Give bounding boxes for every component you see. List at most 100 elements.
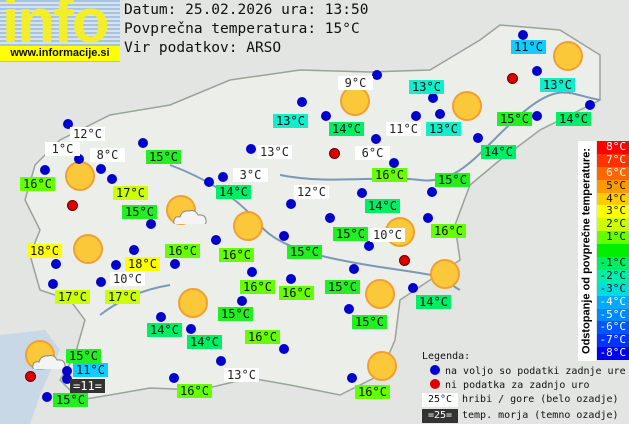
mountain-temperature-label: 10°C [370,228,405,242]
station-marker[interactable] [423,213,433,223]
station-marker[interactable] [40,165,50,175]
station-marker[interactable] [204,177,214,187]
station-marker[interactable] [62,366,72,376]
station-marker[interactable] [364,241,374,251]
legend-available: na voljo so podatki zadnje ure [445,366,626,377]
station-marker[interactable] [129,245,139,255]
scale-title: Odstopanje od povprečne temperature: [580,148,593,354]
station-marker[interactable] [96,277,106,287]
station-marker[interactable] [349,264,359,274]
station-missing-marker[interactable] [399,255,410,266]
station-marker[interactable] [237,296,247,306]
temperature-deviation-scale: 8°C 7°C 6°C 5°C 4°C 3°C 2°C 1°C -1°C -2°C -3°C -4°C… [597,140,629,361]
station-marker[interactable] [427,187,437,197]
scale-title-box: Odstopanje od povprečne temperature: [578,141,596,361]
station-marker[interactable] [246,144,256,154]
data-source-line: Vir podatkov: ARSO [124,40,282,56]
station-marker[interactable] [518,30,528,40]
temperature-label: 14°C [481,145,516,159]
station-marker[interactable] [63,119,73,129]
sunny-icon [73,234,103,264]
station-marker[interactable] [357,188,367,198]
station-marker[interactable] [247,267,257,277]
scale-row: -1°C [597,256,629,270]
sunny-icon [340,86,370,116]
station-marker[interactable] [532,66,542,76]
temperature-label: 15°C [435,173,470,187]
scale-row: 4°C [597,192,629,206]
station-marker[interactable] [111,260,121,270]
scale-row: -2°C [597,269,629,283]
station-marker[interactable] [428,93,438,103]
station-marker[interactable] [435,109,445,119]
temperature-label: 18°C [27,244,62,258]
station-marker[interactable] [48,279,58,289]
station-marker[interactable] [211,235,221,245]
mountain-temperature-label: 1°C [45,142,80,156]
station-marker[interactable] [532,111,542,121]
legend-sea-text: temp. morja (temno ozadje) [462,410,619,421]
station-marker[interactable] [216,356,226,366]
scale-row: -8°C [597,346,629,361]
station-marker[interactable] [286,274,296,284]
station-marker[interactable] [585,100,595,110]
temperature-label: 13°C [426,122,461,136]
station-marker[interactable] [372,70,382,80]
scale-row: 1°C [597,230,629,245]
temperature-label: 14°C [416,295,451,309]
station-marker[interactable] [42,392,52,402]
station-marker[interactable] [51,259,61,269]
station-marker[interactable] [156,312,166,322]
station-missing-marker[interactable] [329,148,340,159]
station-marker[interactable] [138,138,148,148]
scale-row: 5°C [597,179,629,193]
station-marker[interactable] [170,259,180,269]
station-marker[interactable] [408,283,418,293]
station-marker[interactable] [344,304,354,314]
station-marker[interactable] [389,158,399,168]
scale-row [597,244,629,258]
station-marker[interactable] [473,133,483,143]
station-marker[interactable] [146,219,156,229]
station-marker[interactable] [321,111,331,121]
temperature-label: 13°C [273,114,308,128]
station-marker[interactable] [279,231,289,241]
temperature-label: 16°C [372,168,407,182]
station-marker[interactable] [297,97,307,107]
sunny-icon [178,288,208,318]
temperature-label: 15°C [122,205,157,219]
legend-title: Legenda: [422,351,471,362]
station-marker[interactable] [186,324,196,334]
station-marker[interactable] [279,344,289,354]
sunny-icon [452,91,482,121]
station-marker[interactable] [347,373,357,383]
station-marker[interactable] [169,373,179,383]
station-marker[interactable] [371,134,381,144]
station-marker[interactable] [107,174,117,184]
station-marker[interactable] [96,164,106,174]
date-line: Datum: 25.02.2026 ura: 13:50 [124,2,369,18]
station-marker[interactable] [325,213,335,223]
station-missing-marker[interactable] [507,73,518,84]
temperature-label: 15°C [66,349,101,363]
slovenia-outline [24,24,601,401]
temperature-label: 16°C [165,244,200,258]
scale-row: -3°C [597,282,629,296]
logo[interactable]: info www.informacije.si [0,0,120,62]
station-marker[interactable] [74,154,84,164]
mountain-temperature-label: 8°C [90,148,125,162]
legend-mountain-text: hribi / gore (belo ozadje) [462,394,619,405]
logo-url[interactable]: www.informacije.si [0,46,120,61]
temperature-label: 13°C [540,78,575,92]
station-marker[interactable] [286,199,296,209]
temperature-label: 15°C [333,227,368,241]
station-missing-marker[interactable] [67,200,78,211]
station-missing-marker[interactable] [25,371,36,382]
station-marker[interactable] [218,172,228,182]
station-marker[interactable] [411,111,421,121]
mountain-temperature-label: 3°C [233,168,268,182]
average-temperature-line: Povprečna temperatura: 15°C [124,21,360,37]
station-marker[interactable] [62,374,72,384]
scale-row: 6°C [597,166,629,180]
